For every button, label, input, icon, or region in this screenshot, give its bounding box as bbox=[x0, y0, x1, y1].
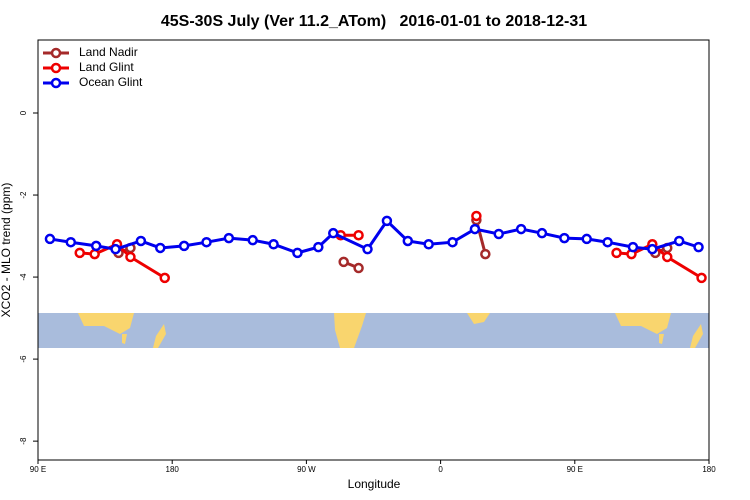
series-line bbox=[49, 218, 700, 255]
point bbox=[381, 215, 393, 227]
x-tick-label: 180 bbox=[702, 465, 716, 474]
y-tick-label: -4 bbox=[19, 273, 28, 281]
point bbox=[362, 243, 373, 255]
point bbox=[469, 223, 481, 235]
point bbox=[247, 234, 258, 246]
y-tick-label: -8 bbox=[19, 437, 28, 445]
point bbox=[155, 242, 166, 254]
land bbox=[334, 313, 366, 348]
x-tick-label: 180 bbox=[166, 465, 180, 474]
point bbox=[515, 223, 527, 235]
point bbox=[201, 236, 212, 248]
point bbox=[159, 272, 170, 284]
land bbox=[122, 334, 127, 344]
point bbox=[178, 240, 190, 252]
legend-marker bbox=[50, 62, 62, 74]
legend-marker bbox=[50, 47, 62, 59]
point bbox=[223, 232, 235, 244]
point bbox=[602, 236, 613, 248]
point bbox=[581, 233, 592, 245]
x-tick-label: 0 bbox=[438, 465, 443, 474]
point bbox=[402, 235, 414, 247]
point bbox=[673, 235, 685, 247]
point bbox=[693, 241, 704, 253]
ocean bbox=[38, 313, 709, 348]
point bbox=[627, 241, 639, 253]
legend-label: Land Nadir bbox=[79, 45, 138, 59]
point bbox=[90, 240, 102, 252]
point bbox=[65, 236, 77, 248]
x-tick-label: 90 E bbox=[567, 465, 583, 474]
y-tick-label: -6 bbox=[19, 355, 28, 363]
x-axis-label: Longitude bbox=[348, 477, 401, 491]
land bbox=[615, 313, 671, 334]
point bbox=[135, 235, 147, 247]
land bbox=[467, 313, 490, 324]
point bbox=[74, 247, 86, 259]
point bbox=[327, 227, 339, 239]
point bbox=[536, 227, 548, 239]
chart-title: 45S-30S July (Ver 11.2_ATom) 2016-01-01 … bbox=[161, 13, 587, 30]
point bbox=[89, 248, 100, 260]
legend-label: Land Glint bbox=[79, 60, 134, 74]
land bbox=[659, 334, 664, 344]
y-tick-label: 0 bbox=[19, 110, 28, 115]
x-tick-label: 90 E bbox=[30, 465, 46, 474]
y-axis-label: XCO2 - MLO trend (ppm) bbox=[0, 183, 13, 318]
point bbox=[493, 228, 505, 240]
legend-marker bbox=[50, 77, 62, 89]
point bbox=[471, 210, 482, 222]
point bbox=[480, 248, 491, 260]
point bbox=[313, 241, 324, 253]
point bbox=[353, 229, 364, 241]
point bbox=[611, 247, 622, 259]
point bbox=[110, 243, 121, 255]
y-tick-label: -2 bbox=[19, 191, 28, 199]
point bbox=[125, 251, 136, 263]
point bbox=[647, 243, 658, 255]
land bbox=[78, 313, 134, 334]
legend-label: Ocean Glint bbox=[79, 75, 143, 89]
point bbox=[447, 236, 458, 248]
point bbox=[268, 239, 279, 250]
x-tick-label: 90 W bbox=[297, 465, 316, 474]
land bbox=[153, 324, 166, 348]
point bbox=[353, 262, 364, 274]
map-strip bbox=[38, 313, 709, 348]
point bbox=[661, 251, 673, 263]
point bbox=[559, 232, 570, 244]
point bbox=[423, 239, 434, 250]
point bbox=[338, 256, 349, 268]
point bbox=[44, 233, 56, 245]
land bbox=[690, 324, 703, 348]
point bbox=[696, 272, 707, 284]
plot-frame bbox=[37, 39, 710, 461]
point bbox=[292, 247, 303, 259]
